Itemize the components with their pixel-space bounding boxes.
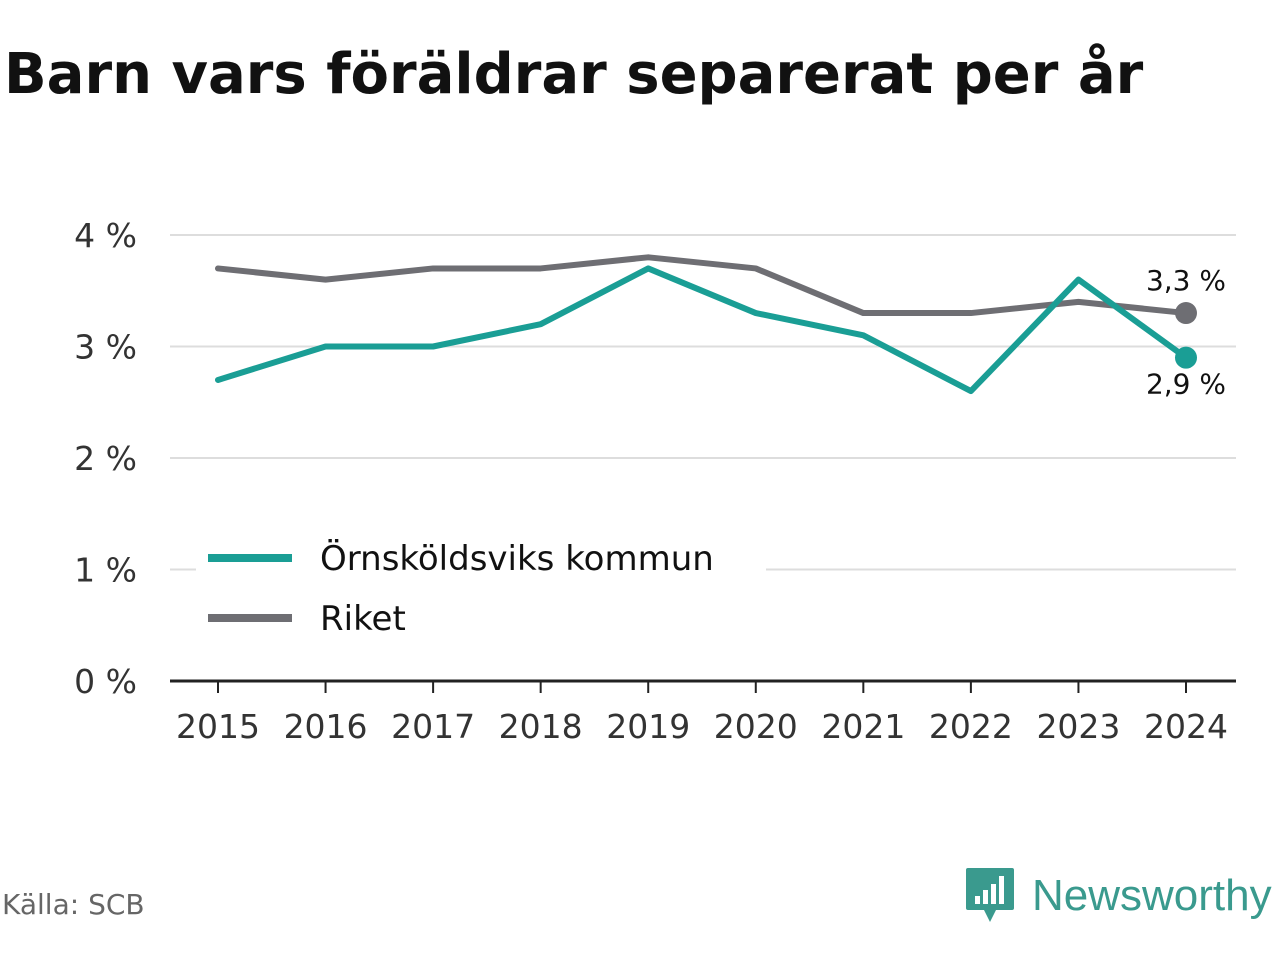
y-tick-label: 3 % [74, 328, 137, 367]
newsworthy-icon [966, 868, 1014, 922]
source-note: Källa: SCB [2, 888, 145, 921]
y-tick-label: 1 % [74, 551, 137, 590]
brand-name: Newsworthy [1032, 871, 1272, 920]
series-end-point-1 [1175, 302, 1197, 325]
y-tick-label: 0 % [74, 662, 137, 701]
series-end-point-0 [1175, 346, 1197, 369]
legend-label-0: Örnsköldsviks kommun [320, 538, 714, 579]
y-tick-label: 2 % [74, 439, 137, 478]
x-tick-label: 2023 [1036, 707, 1120, 746]
x-tick-label: 2021 [821, 707, 905, 746]
y-axis: 0 % 1 % 2 % 3 % 4 % [74, 216, 137, 701]
legend-background [196, 530, 766, 650]
x-tick-label: 2018 [499, 707, 583, 746]
chart-title: Barn vars föräldrar separerat per år [4, 42, 1144, 107]
x-axis: 2015 2016 2017 2018 2019 2020 2021 2022 2023 2024 [170, 679, 1236, 746]
series-line-0 [215, 265, 1189, 395]
x-tick-label: 2019 [606, 707, 690, 746]
series-lines: 2,9 % 3,3 % [215, 254, 1226, 401]
y-tick-label: 4 % [74, 216, 137, 255]
brand-logo: Newsworthy [964, 866, 1272, 926]
end-value-label-0: 2,9 % [1146, 368, 1226, 401]
x-tick-label: 2015 [176, 707, 260, 746]
legend-label-1: Riket [320, 599, 406, 639]
x-tick-label: 2022 [929, 707, 1013, 746]
x-tick-label: 2020 [714, 707, 798, 746]
x-tick-label: 2017 [391, 707, 475, 746]
x-tick-label: 2016 [284, 707, 368, 746]
legend: Örnsköldsviks kommun Riket [196, 530, 766, 650]
end-value-label-1: 3,3 % [1146, 264, 1226, 297]
series-line-1 [215, 254, 1189, 317]
x-tick-label: 2024 [1144, 707, 1228, 746]
